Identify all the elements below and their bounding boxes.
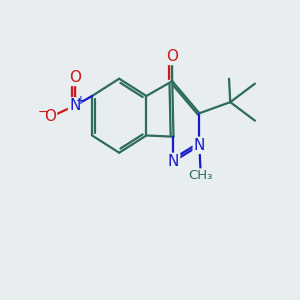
Text: N: N [194, 138, 205, 153]
Text: O: O [69, 70, 81, 85]
Text: N: N [69, 98, 80, 113]
Text: O: O [44, 110, 56, 124]
Text: O: O [166, 49, 178, 64]
Text: N: N [168, 154, 179, 169]
Text: CH₃: CH₃ [188, 169, 213, 182]
Text: −: − [38, 106, 49, 118]
Text: +: + [76, 94, 86, 107]
